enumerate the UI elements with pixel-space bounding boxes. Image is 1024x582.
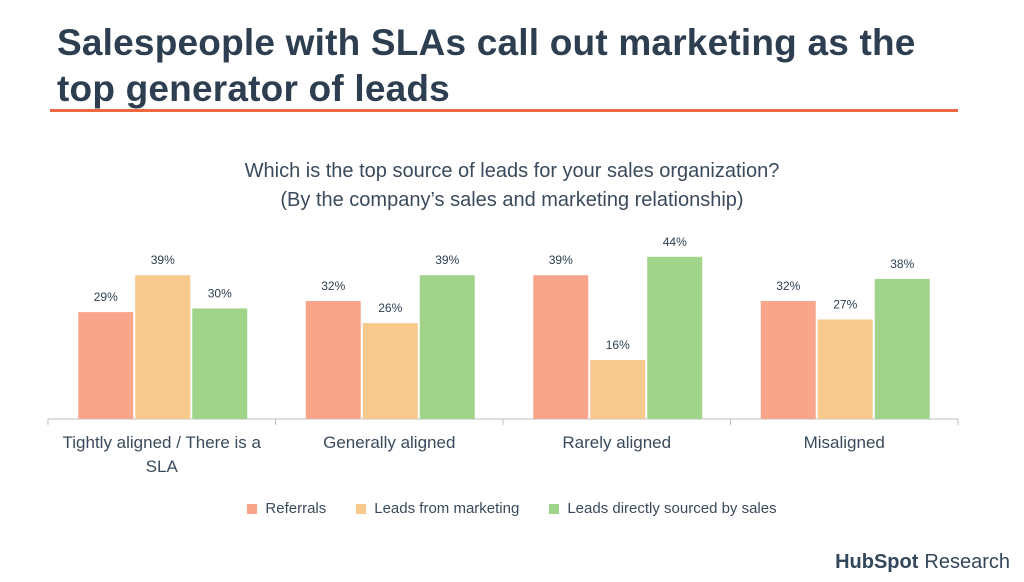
legend-swatch-referrals (247, 503, 258, 514)
legend-item-referrals: Referrals (247, 500, 326, 517)
category-label: SLA (146, 457, 179, 476)
data-label: 39% (549, 253, 573, 267)
chart-legend: Referrals Leads from marketing Leads dir… (0, 500, 1024, 517)
bar-leads-from-marketing (362, 323, 418, 419)
bar-leads-from-marketing (817, 319, 873, 419)
bar-leads-directly-sourced-by-sales (647, 256, 703, 419)
legend-label-referrals: Referrals (265, 500, 327, 517)
bar-referrals (305, 301, 361, 419)
bar-referrals (78, 312, 134, 419)
legend-label-sales: Leads directly sourced by sales (567, 500, 777, 517)
chart-subtitle: (By the company’s sales and marketing re… (280, 189, 744, 211)
legend-swatch-marketing (356, 503, 367, 514)
bar-leads-directly-sourced-by-sales (192, 308, 248, 419)
bar-leads-directly-sourced-by-sales (874, 278, 930, 419)
legend-item-sales: Leads directly sourced by sales (549, 500, 777, 517)
data-label: 29% (94, 290, 118, 304)
bar-chart: 29% 39% 30% Tightly aligned / There is a SLA… (47, 235, 959, 476)
title-divider (50, 109, 958, 112)
data-label: 39% (435, 253, 459, 267)
category-label: Misaligned (804, 433, 885, 452)
legend-swatch-sales (549, 503, 560, 514)
data-label: 30% (208, 286, 232, 300)
data-label: 16% (606, 338, 630, 352)
bar-referrals (760, 301, 816, 419)
category-label: Rarely aligned (562, 433, 671, 452)
data-label: 32% (321, 279, 345, 293)
data-label: 27% (833, 297, 857, 311)
bar-leads-from-marketing (135, 275, 191, 419)
legend-item-marketing: Leads from marketing (356, 500, 519, 517)
data-label: 39% (151, 253, 175, 267)
page-title: Salespeople with SLAs call out marketing… (57, 22, 916, 109)
chart-title: Which is the top source of leads for you… (244, 160, 780, 182)
legend-label-marketing: Leads from marketing (374, 500, 520, 517)
data-label: 38% (890, 257, 914, 271)
bar-leads-directly-sourced-by-sales (419, 275, 475, 419)
bar-referrals (533, 275, 589, 419)
category-label: Tightly aligned / There is a (63, 433, 262, 452)
category-label: Generally aligned (323, 433, 455, 452)
data-label: 44% (663, 235, 687, 249)
brand-name: HubSpot (835, 551, 919, 573)
data-label: 26% (378, 301, 402, 315)
data-label: 32% (776, 279, 800, 293)
bar-leads-from-marketing (590, 360, 646, 419)
brand-suffix: Research (924, 551, 1010, 573)
hubspot-research-logo: HubSpot Research (835, 551, 1010, 574)
